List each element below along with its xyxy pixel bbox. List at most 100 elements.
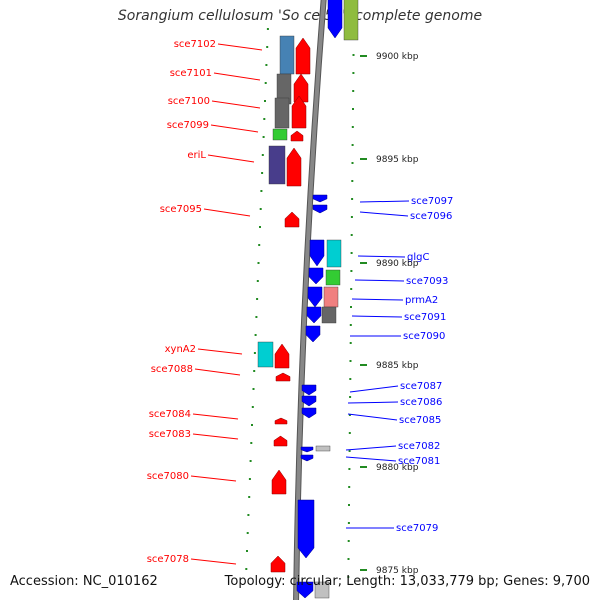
gene-label-forward: sce7088 bbox=[151, 364, 193, 375]
tick-mark bbox=[347, 540, 350, 542]
tick-mark bbox=[253, 352, 256, 354]
tick-mark bbox=[352, 90, 355, 92]
tick-mark bbox=[349, 378, 352, 380]
gene-arrow-forward bbox=[274, 343, 290, 369]
tick-mark bbox=[351, 198, 354, 200]
gene-label-reverse: sce7079 bbox=[396, 523, 438, 534]
scale-labels: 9900 kbp 9895 kbp 9890 kbp 9885 kbp 9880 kbp… bbox=[360, 52, 419, 576]
tick-mark bbox=[256, 298, 259, 300]
tick-mark bbox=[255, 316, 258, 318]
gene-arrow-forward bbox=[284, 211, 300, 228]
gene-label-reverse: sce7097 bbox=[411, 196, 453, 207]
tick-mark bbox=[266, 28, 269, 30]
gene-label-leader bbox=[345, 445, 397, 451]
tick-mark bbox=[348, 468, 351, 470]
gene-arrow-forward bbox=[275, 372, 291, 382]
tick-mark bbox=[261, 172, 264, 174]
tick-mark bbox=[246, 550, 248, 552]
gene-label-forward: sce7102 bbox=[174, 39, 216, 50]
tick-mark bbox=[348, 504, 350, 506]
gene-arrow-forward bbox=[290, 130, 304, 142]
gene-label-forward: sce7084 bbox=[149, 409, 191, 420]
gene-label-reverse: sce7091 bbox=[404, 312, 446, 323]
tick-mark bbox=[347, 522, 350, 524]
gene-label-forward: sce7078 bbox=[147, 554, 189, 565]
tick-mark bbox=[350, 252, 353, 254]
gene-label-leader bbox=[207, 154, 255, 163]
tick-mark bbox=[248, 496, 251, 498]
gene-label-forward: eriL bbox=[187, 150, 206, 161]
gene-arrow-forward bbox=[273, 435, 288, 447]
gene-arrow-reverse bbox=[297, 499, 315, 559]
gene-label-forward: sce7100 bbox=[168, 96, 210, 107]
gene-label-forward: xynA2 bbox=[165, 344, 196, 355]
scale-label: 9875 kbp bbox=[376, 566, 419, 576]
gene-label-reverse: sce7081 bbox=[398, 456, 440, 467]
gene-label-forward: sce7083 bbox=[149, 429, 191, 440]
gene-arrow-reverse bbox=[309, 239, 325, 267]
tick-mark bbox=[251, 406, 254, 408]
gene-label-reverse: prmA2 bbox=[405, 295, 438, 306]
tick-mark bbox=[347, 558, 350, 560]
scale-label: 9880 kbp bbox=[376, 463, 419, 473]
tick-mark bbox=[351, 180, 354, 182]
tick-mark bbox=[352, 72, 355, 74]
gene-label-leader bbox=[347, 413, 398, 421]
gene-label-reverse: sce7093 bbox=[406, 276, 448, 287]
gene-label-forward: sce7095 bbox=[160, 204, 202, 215]
scale-label: 9895 kbp bbox=[376, 155, 419, 165]
tick-mark bbox=[260, 190, 263, 192]
tick-mark bbox=[348, 450, 351, 452]
gene-labels: sce7102 sce7101 sce7100 sce7099 eriL sce7095 x… bbox=[147, 39, 454, 565]
gene-arrow-reverse bbox=[300, 446, 314, 453]
gene-arrow-forward bbox=[295, 37, 311, 75]
gene-arrow-reverse bbox=[312, 204, 328, 214]
cog-box bbox=[268, 145, 286, 185]
gene-arrow-reverse bbox=[312, 194, 328, 203]
gene-arrow-forward bbox=[274, 417, 288, 425]
tick-mark bbox=[245, 568, 248, 570]
tick-mark bbox=[348, 486, 351, 488]
tick-mark bbox=[264, 100, 266, 102]
tick-mark bbox=[350, 288, 353, 290]
scale-label: 9900 kbp bbox=[376, 52, 419, 62]
gene-label-leader bbox=[211, 100, 261, 109]
gene-arrow-reverse bbox=[301, 384, 317, 396]
gene-label-reverse: sce7090 bbox=[403, 331, 445, 342]
tick-mark bbox=[352, 108, 354, 110]
gene-label-leader bbox=[351, 315, 403, 318]
gene-label-leader bbox=[213, 72, 261, 81]
gene-label-leader bbox=[210, 124, 259, 133]
gene-arrow-reverse bbox=[296, 581, 314, 599]
cog-box bbox=[279, 35, 295, 75]
gene-label-reverse: glgC bbox=[407, 252, 429, 263]
gene-label-leader bbox=[359, 200, 410, 203]
gene-label-leader bbox=[192, 413, 239, 420]
cog-box bbox=[315, 445, 331, 452]
tick-mark bbox=[349, 396, 352, 398]
tick-mark bbox=[349, 342, 352, 344]
tick-mark bbox=[348, 414, 351, 416]
gene-arrow-reverse bbox=[307, 286, 323, 308]
tick-mark bbox=[266, 46, 269, 48]
gene-label-leader bbox=[351, 298, 404, 301]
scale-ticks bbox=[245, 28, 355, 578]
tick-mark bbox=[262, 136, 265, 138]
gene-label-reverse: sce7087 bbox=[400, 381, 442, 392]
gene-label-leader bbox=[192, 433, 239, 440]
gene-label-leader bbox=[197, 348, 243, 355]
tick-mark bbox=[350, 234, 353, 236]
cog-box bbox=[325, 269, 341, 286]
tick-mark bbox=[351, 126, 354, 128]
gene-label-leader bbox=[359, 211, 409, 217]
tick-mark bbox=[349, 360, 352, 362]
tick-mark bbox=[259, 208, 262, 210]
cog-box bbox=[274, 97, 290, 129]
tick-mark bbox=[352, 54, 355, 56]
accession-label: Accession: NC_010162 bbox=[10, 574, 158, 589]
cog-box bbox=[343, 0, 359, 41]
gene-label-forward: sce7099 bbox=[167, 120, 209, 131]
gene-arrow-reverse bbox=[308, 267, 324, 285]
gene-arrow-forward bbox=[271, 469, 287, 495]
